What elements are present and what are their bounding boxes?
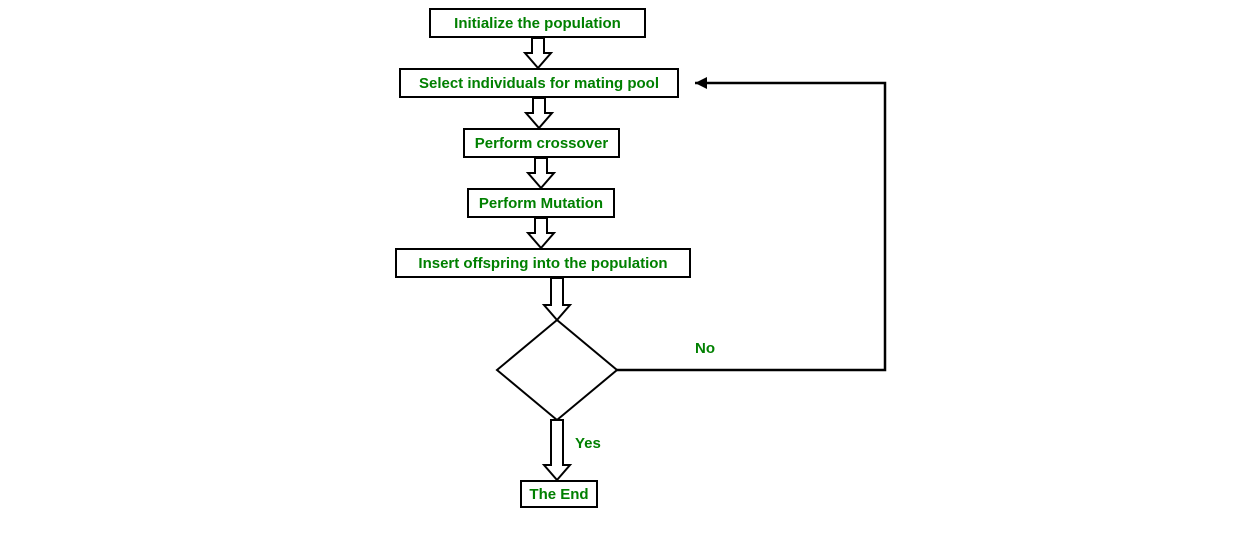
node-mutation: Perform Mutation <box>467 188 615 218</box>
arrow-4 <box>528 218 554 248</box>
node-insert: Insert offspring into the population <box>395 248 691 278</box>
arrow-1 <box>525 38 551 68</box>
arrow-3 <box>528 158 554 188</box>
arrow-5 <box>544 278 570 320</box>
node-select-label: Select individuals for mating pool <box>419 75 659 92</box>
node-crossover-label: Perform crossover <box>475 135 608 152</box>
flowchart-container: Initialize the population Select individ… <box>0 0 1235 539</box>
node-end-label: The End <box>529 486 588 503</box>
node-crossover: Perform crossover <box>463 128 620 158</box>
node-end: The End <box>520 480 598 508</box>
node-stop-label: Stop? <box>538 361 581 378</box>
node-mutation-label: Perform Mutation <box>479 195 603 212</box>
node-initialize-label: Initialize the population <box>454 15 621 32</box>
node-insert-label: Insert offspring into the population <box>418 255 667 272</box>
arrow-2 <box>526 98 552 128</box>
loop-arrowhead <box>695 77 707 89</box>
node-select: Select individuals for mating pool <box>399 68 679 98</box>
arrow-6 <box>544 420 570 480</box>
edge-label-no: No <box>695 340 715 357</box>
loop-line <box>617 83 885 370</box>
edge-label-yes: Yes <box>575 435 601 452</box>
node-initialize: Initialize the population <box>429 8 646 38</box>
